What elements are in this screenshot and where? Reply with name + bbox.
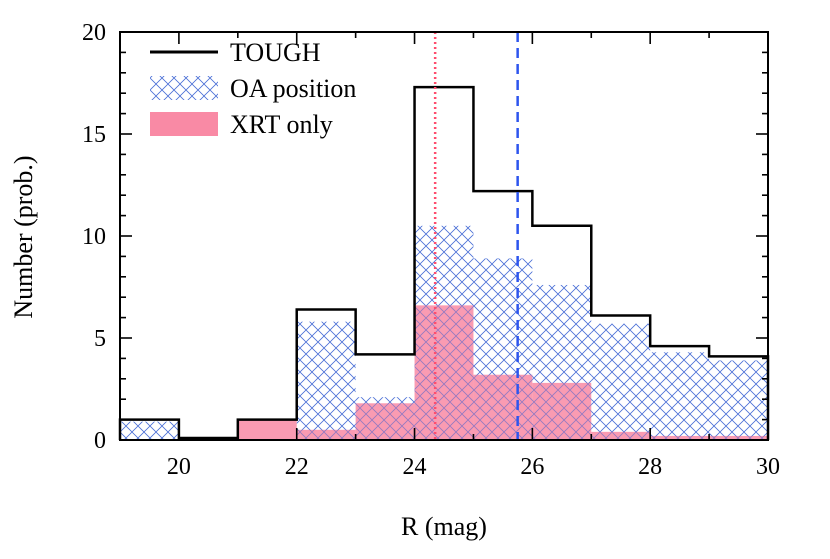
- y-axis-label: Number (prob.): [9, 155, 38, 318]
- oa-position-overlap: [414, 305, 474, 440]
- tough-step-line: [118, 85, 770, 440]
- y-tick-label: 5: [94, 326, 106, 352]
- x-tick-label: 20: [167, 454, 191, 480]
- x-tick-label: 28: [638, 454, 662, 480]
- legend-swatch-oa-position: [150, 76, 218, 100]
- legend-label: XRT only: [230, 110, 333, 139]
- oa-position-overlap: [591, 431, 651, 440]
- x-axis-label: R (mag): [401, 512, 487, 541]
- legend-swatch-xrt-only: [150, 112, 218, 136]
- x-tick-label: 30: [756, 454, 780, 480]
- legend-label: OA position: [230, 74, 356, 103]
- x-tick-label: 26: [520, 454, 544, 480]
- oa-position-bar: [591, 323, 651, 440]
- y-tick-label: 10: [82, 224, 106, 250]
- oa-position-overlap: [473, 374, 533, 440]
- oa-position-overlap: [355, 403, 415, 440]
- oa-position-overlap: [650, 435, 710, 440]
- oa-position-overlap: [532, 382, 592, 440]
- oa-position-overlap: [709, 435, 768, 440]
- oa-position-bar: [709, 360, 768, 440]
- legend-label: TOUGH: [230, 38, 321, 67]
- y-tick-label: 15: [82, 122, 106, 148]
- y-tick-label: 0: [94, 428, 106, 454]
- y-tick-label: 20: [82, 20, 106, 46]
- xrt-only-bar: [237, 419, 297, 440]
- x-tick-label: 22: [285, 454, 309, 480]
- oa-position-overlap: [296, 429, 356, 440]
- oa-position-bar: [120, 421, 179, 440]
- oa-position-bar: [650, 352, 710, 440]
- oa-position-bar: [296, 321, 356, 440]
- x-tick-label: 24: [403, 454, 427, 480]
